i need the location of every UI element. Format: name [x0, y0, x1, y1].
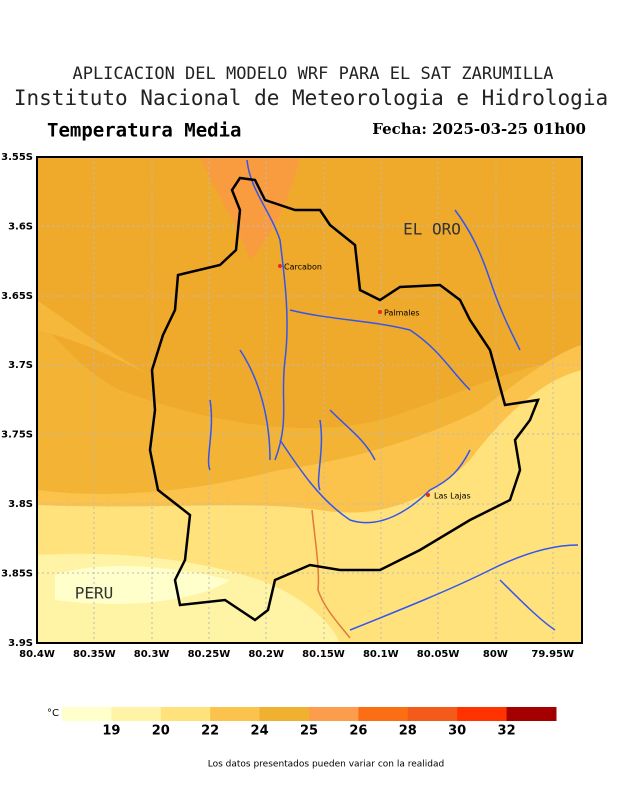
- rivers: [207, 159, 579, 631]
- variable-title: Temperatura Media: [47, 120, 241, 142]
- colorbar-label: 19: [102, 724, 120, 739]
- lat-label: 3.8S: [8, 499, 33, 510]
- colorbar: 19 20 22 24 25 26 28 30 32: [62, 707, 557, 739]
- place-label: Las Lajas: [434, 492, 471, 501]
- colorbar-swatch: [358, 707, 409, 721]
- lon-label: 80.05W: [417, 649, 460, 660]
- lon-label: 80W: [483, 649, 508, 660]
- colorbar-unit: °C: [47, 708, 59, 719]
- colorbar-label: 32: [498, 724, 516, 739]
- lat-label: 3.85S: [1, 568, 33, 579]
- lat-label: 3.75S: [1, 430, 33, 441]
- place-label: Palmales: [384, 309, 420, 318]
- lat-label: 3.7S: [8, 360, 33, 371]
- place-label: Carcabon: [284, 263, 322, 272]
- colorbar-swatch: [259, 707, 310, 721]
- lat-label: 3.9S: [8, 638, 33, 649]
- lon-label: 80.3W: [134, 649, 170, 660]
- title-line2: Instituto Nacional de Meteorologia e Hid…: [14, 86, 608, 110]
- place-marker: [278, 264, 282, 268]
- colorbar-label: 22: [201, 724, 219, 739]
- lat-label: 3.55S: [1, 152, 33, 163]
- region-label: EL ORO: [403, 220, 461, 239]
- lon-label: 80.35W: [73, 649, 116, 660]
- title-line1: APLICACION DEL MODELO WRF PARA EL SAT ZA…: [72, 64, 553, 84]
- place-marker: [378, 310, 382, 314]
- date-title: Fecha: 2025-03-25 01h00: [372, 120, 586, 138]
- border-river: [311, 509, 351, 639]
- lon-label: 79.95W: [531, 649, 574, 660]
- colorbar-label: 26: [349, 724, 367, 739]
- colorbar-swatch: [160, 707, 211, 721]
- map-fill: [37, 157, 582, 643]
- lon-label: 80.1W: [363, 649, 399, 660]
- colorbar-label: 20: [152, 724, 170, 739]
- lon-label: 80.25W: [188, 649, 231, 660]
- zarumilla-basin: [148, 176, 540, 622]
- lon-label: 80.15W: [302, 649, 345, 660]
- region-label: PERU: [75, 584, 114, 603]
- lon-label: 80.2W: [248, 649, 284, 660]
- footer-note: Los datos presentados pueden variar con …: [208, 760, 445, 770]
- colorbar-swatch: [111, 707, 162, 721]
- map-frame: [36, 156, 583, 644]
- colorbar-swatch: [210, 707, 261, 721]
- colorbar-label: 25: [300, 724, 318, 739]
- graticule: [37, 157, 582, 643]
- colorbar-swatch: [506, 707, 557, 721]
- lat-label: 3.6S: [8, 221, 33, 232]
- colorbar-label: 28: [399, 724, 417, 739]
- colorbar-swatch: [457, 707, 508, 721]
- lat-label: 3.65S: [1, 291, 33, 302]
- colorbar-swatch: [407, 707, 458, 721]
- lon-label: 80.4W: [19, 649, 55, 660]
- place-marker: [426, 493, 430, 497]
- colorbar-label: 30: [448, 724, 466, 739]
- colorbar-swatch: [309, 707, 359, 721]
- colorbar-label: 24: [251, 724, 269, 739]
- colorbar-swatch: [62, 707, 112, 721]
